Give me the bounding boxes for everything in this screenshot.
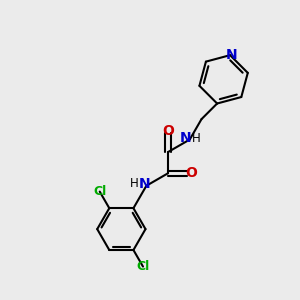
- Text: N: N: [139, 177, 151, 191]
- Text: N: N: [226, 48, 237, 62]
- Text: Cl: Cl: [93, 185, 106, 198]
- Text: H: H: [192, 132, 201, 145]
- Text: H: H: [130, 177, 138, 190]
- Text: O: O: [162, 124, 174, 138]
- Text: N: N: [179, 131, 191, 145]
- Text: O: O: [185, 166, 197, 180]
- Text: Cl: Cl: [136, 260, 150, 273]
